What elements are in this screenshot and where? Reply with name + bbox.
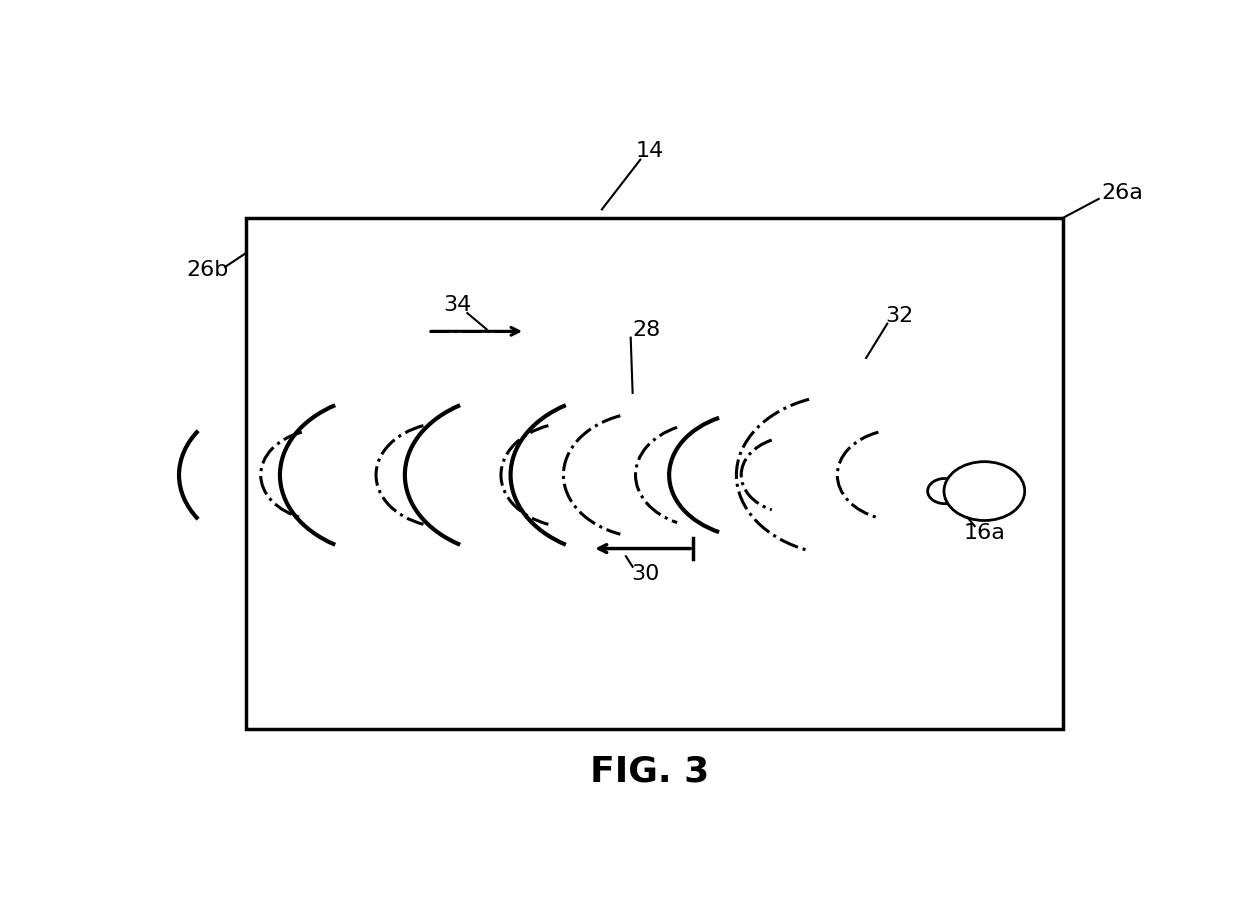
Text: 14: 14 [636, 141, 665, 161]
Text: 26a: 26a [1101, 183, 1143, 203]
Text: 32: 32 [885, 306, 914, 326]
Text: 30: 30 [631, 564, 660, 584]
Text: 34: 34 [444, 296, 472, 316]
Bar [247, 217, 1063, 729]
Text: 28: 28 [632, 320, 661, 340]
Text: 26b: 26b [187, 260, 229, 280]
Text: 16a: 16a [963, 523, 1006, 543]
Text: FIG. 3: FIG. 3 [590, 754, 709, 788]
